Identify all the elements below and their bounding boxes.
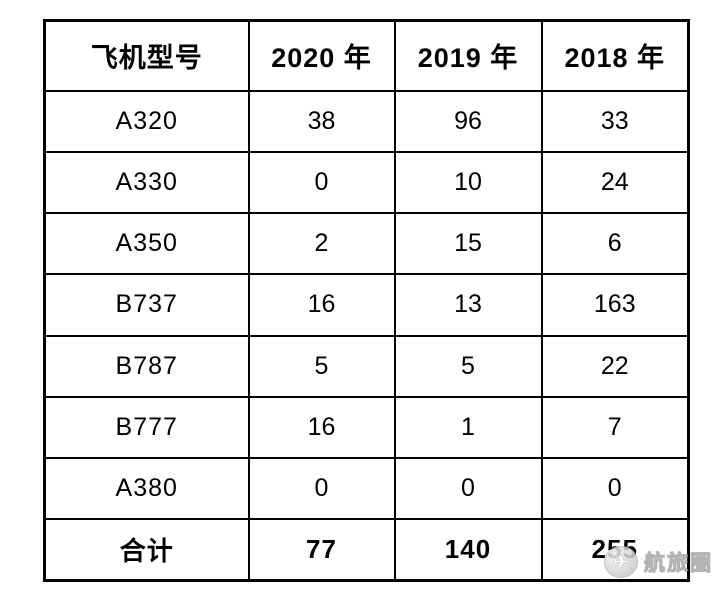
value-cell: 16 [247,395,396,460]
value-cell: 7 [540,395,690,460]
total-label-cell: 合计 [43,518,250,582]
table-header-row: 飞机型号 2020 年 2019 年 2018 年 [43,19,690,92]
header-cell-2020: 2020 年 [247,19,396,92]
table-row: A320 38 96 33 [43,89,690,153]
total-value-cell: 255 [540,518,690,582]
value-cell: 0 [247,150,396,215]
value-cell: 2 [247,211,396,276]
table-row: B787 5 5 22 [43,334,690,398]
model-cell: A330 [43,150,250,215]
model-cell: B777 [43,395,250,460]
model-cell: B787 [43,334,250,398]
value-cell: 15 [393,211,543,276]
header-cell-model: 飞机型号 [43,19,250,92]
model-cell: B737 [43,273,250,337]
value-cell: 10 [393,150,543,215]
value-cell: 22 [540,334,690,398]
value-cell: 0 [540,456,690,521]
value-cell: 5 [393,334,543,398]
total-value-cell: 77 [247,518,396,582]
table-row: A350 2 15 6 [43,211,690,276]
value-cell: 6 [540,211,690,276]
total-value-cell: 140 [393,518,543,582]
model-cell: A350 [43,211,250,276]
value-cell: 24 [540,150,690,215]
value-cell: 1 [393,395,543,460]
value-cell: 0 [393,456,543,521]
value-cell: 33 [540,89,690,153]
value-cell: 0 [247,456,396,521]
value-cell: 38 [247,89,396,153]
model-cell: A380 [43,456,250,521]
aircraft-by-year-table: 飞机型号 2020 年 2019 年 2018 年 A320 38 96 33 … [43,19,690,582]
table-row: A380 0 0 0 [43,456,690,521]
table-row: B777 16 1 7 [43,395,690,460]
value-cell: 5 [247,334,396,398]
table-row: B737 16 13 163 [43,273,690,337]
value-cell: 16 [247,273,396,337]
value-cell: 13 [393,273,543,337]
table-row: A330 0 10 24 [43,150,690,215]
model-cell: A320 [43,89,250,153]
value-cell: 96 [393,89,543,153]
value-cell: 163 [540,273,690,337]
table-total-row: 合计 77 140 255 [43,518,690,582]
header-cell-2019: 2019 年 [393,19,543,92]
header-cell-2018: 2018 年 [540,19,690,92]
